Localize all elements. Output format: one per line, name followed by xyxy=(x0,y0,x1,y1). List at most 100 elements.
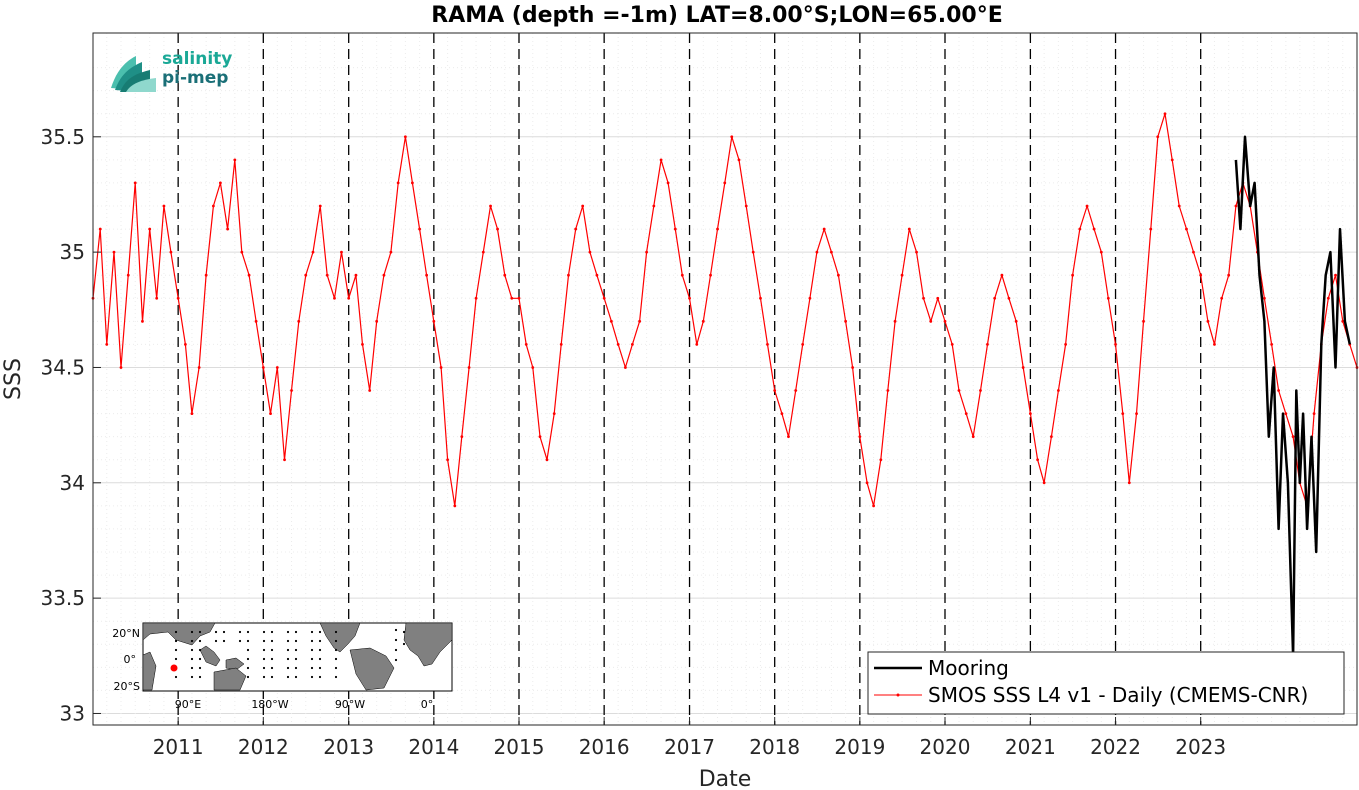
data-point-smos xyxy=(432,319,436,323)
inset-mooring-dot xyxy=(294,675,298,679)
data-point-smos xyxy=(204,273,208,277)
inset-mooring-dot xyxy=(394,648,398,652)
x-tick-label: 2022 xyxy=(1090,735,1141,759)
inset-mooring-dot xyxy=(262,657,266,661)
data-point-smos xyxy=(1149,227,1153,231)
data-point-smos xyxy=(971,435,975,439)
data-point-smos xyxy=(169,250,173,254)
x-tick-label: 2015 xyxy=(494,735,545,759)
data-point-smos xyxy=(524,343,528,346)
data-point-smos xyxy=(1092,227,1096,231)
x-axis-label: Date xyxy=(699,767,752,790)
data-point-smos xyxy=(986,343,989,346)
inset-mooring-dot xyxy=(190,639,194,643)
data-point-smos xyxy=(659,158,663,162)
inset-mooring-dot xyxy=(334,666,338,670)
data-point-smos xyxy=(517,296,521,300)
plot-frame xyxy=(92,32,1358,726)
inset-mooring-dot xyxy=(286,648,290,652)
data-point-smos xyxy=(368,389,372,392)
logo-waves-icon xyxy=(111,56,156,92)
data-point-smos xyxy=(858,435,862,439)
year-boundary-lines xyxy=(177,33,1202,725)
data-point-smos xyxy=(1114,343,1117,346)
inset-mooring-dot xyxy=(246,648,250,652)
data-point-smos xyxy=(1106,296,1110,300)
inset-mooring-dot xyxy=(174,630,178,634)
data-point-smos xyxy=(936,296,940,300)
inset-mooring-dot xyxy=(174,648,178,652)
data-point-smos xyxy=(1341,319,1345,323)
data-point-smos xyxy=(510,296,514,300)
data-point-smos xyxy=(879,458,883,462)
data-point-smos xyxy=(844,319,848,323)
data-point-smos xyxy=(773,389,777,392)
inset-mooring-dot xyxy=(174,657,178,661)
data-point-smos xyxy=(1163,112,1167,116)
data-point-smos xyxy=(680,273,684,277)
data-point-smos xyxy=(347,296,351,300)
data-point-smos xyxy=(1007,296,1011,300)
plot-background xyxy=(93,33,1357,725)
data-point-smos xyxy=(695,343,699,346)
data-point-smos xyxy=(730,135,734,139)
data-point-smos xyxy=(1170,158,1174,162)
inset-mooring-dot xyxy=(270,675,274,679)
data-point-smos xyxy=(787,435,790,439)
inset-lon-label-0: 0° xyxy=(421,698,434,711)
inset-mooring-dot xyxy=(262,666,266,670)
data-point-smos xyxy=(1192,250,1195,254)
data-point-smos xyxy=(418,227,422,231)
data-point-smos xyxy=(716,227,719,231)
inset-mooring-dot xyxy=(294,639,298,643)
inset-mooring-dot xyxy=(238,639,242,643)
x-tick-label: 2011 xyxy=(153,735,204,759)
data-point-smos xyxy=(993,296,997,300)
inset-mooring-dot xyxy=(198,648,202,652)
inset-mooring-dot xyxy=(262,648,266,652)
data-point-smos xyxy=(340,250,343,254)
data-point-smos xyxy=(1227,273,1231,277)
x-tick-label: 2013 xyxy=(323,735,374,759)
inset-mooring-dot xyxy=(190,648,194,652)
logo-line-1: salinity xyxy=(162,49,232,69)
inset-mooring-dot xyxy=(310,630,314,634)
data-point-smos xyxy=(744,204,748,208)
data-point-smos xyxy=(261,366,265,369)
inset-mooring-dot xyxy=(318,666,322,670)
x-tick-label: 2016 xyxy=(579,735,630,759)
data-point-smos xyxy=(1000,273,1004,277)
data-point-smos xyxy=(737,158,741,162)
data-point-smos xyxy=(410,181,414,185)
inset-mooring-dot xyxy=(222,630,226,634)
data-point-smos xyxy=(155,296,159,300)
data-point-smos xyxy=(545,458,549,462)
inset-mooring-dot xyxy=(310,675,314,679)
data-point-smos xyxy=(957,389,961,392)
inset-mooring-dot xyxy=(286,675,290,679)
inset-mooring-dot xyxy=(318,657,322,661)
data-point-smos xyxy=(872,504,876,508)
inset-mooring-dot xyxy=(318,675,322,679)
data-point-smos xyxy=(354,273,358,277)
x-tick-label: 2014 xyxy=(408,735,459,759)
inset-mooring-dot xyxy=(270,630,274,634)
data-point-smos xyxy=(581,204,585,208)
data-point-smos xyxy=(1234,204,1238,208)
data-point-smos xyxy=(602,296,606,300)
data-point-smos xyxy=(559,343,563,346)
data-point-smos xyxy=(979,389,982,392)
plot-area xyxy=(91,32,1359,726)
data-point-smos xyxy=(503,273,507,277)
y-tick-label: 34 xyxy=(60,471,85,495)
data-point-smos xyxy=(318,204,322,208)
inset-mooring-dot xyxy=(198,639,202,643)
data-point-smos xyxy=(176,296,180,300)
data-point-smos xyxy=(190,412,194,415)
data-point-smos xyxy=(403,135,407,139)
data-point-smos xyxy=(1206,319,1210,323)
inset-mooring-dot xyxy=(198,657,202,661)
data-point-smos xyxy=(126,273,130,277)
data-point-smos xyxy=(1056,389,1060,392)
